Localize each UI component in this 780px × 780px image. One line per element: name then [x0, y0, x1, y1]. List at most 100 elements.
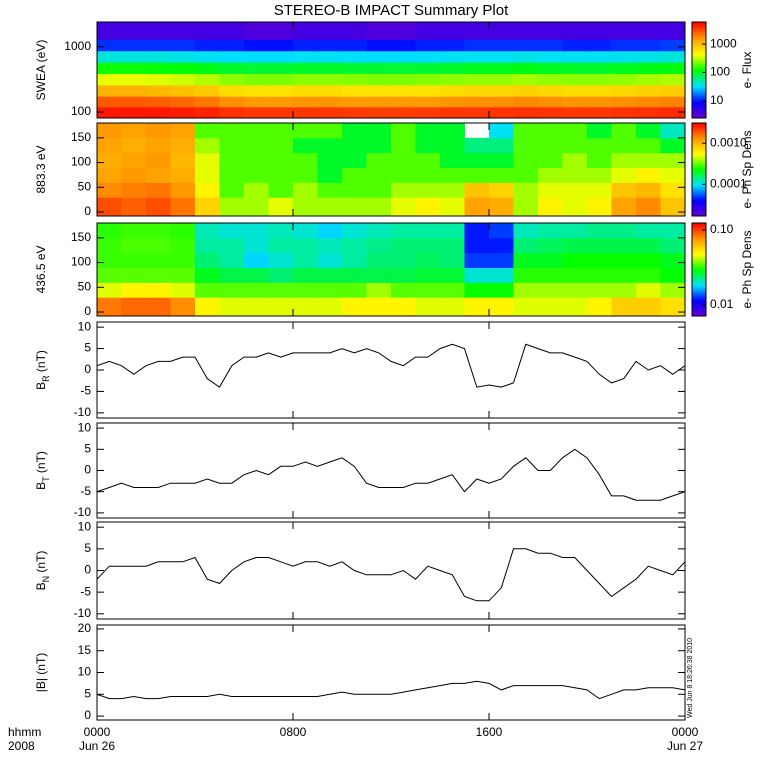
line	[97, 343, 685, 388]
heatmap-cell	[611, 39, 637, 52]
y-tick-label: 0	[84, 362, 91, 376]
heatmap-cell	[611, 123, 637, 139]
colorbar-swatch	[692, 189, 706, 192]
colorbar-swatch	[692, 44, 706, 47]
colorbar-swatch	[692, 106, 706, 109]
heatmap-cell	[366, 223, 392, 239]
colorbar-swatch	[692, 95, 706, 98]
colorbar-swatch	[692, 36, 706, 39]
colorbar-swatch	[692, 57, 706, 60]
heatmap-cell	[97, 22, 122, 40]
heatmap-cell	[268, 50, 294, 63]
colorbar-swatch	[692, 90, 706, 93]
heatmap-cell	[464, 167, 490, 183]
colorbar-swatch	[692, 150, 706, 153]
colorbar-swatch	[692, 223, 706, 226]
heatmap-cell	[293, 84, 318, 97]
colorbar-swatch	[692, 79, 706, 82]
colorbar-swatch	[692, 269, 706, 272]
heatmap-cell	[440, 197, 465, 216]
heatmap-cell	[538, 297, 563, 316]
heatmap-cell	[293, 22, 318, 40]
plot-area	[97, 680, 685, 700]
y-tick-label: 100	[71, 155, 91, 169]
heatmap-cell	[342, 137, 367, 154]
heatmap-cell	[170, 50, 196, 63]
heatmap-cell	[317, 223, 343, 239]
heatmap-cell	[244, 152, 269, 169]
heatmap-cell	[464, 39, 490, 52]
heatmap-cell	[97, 137, 122, 154]
heatmap-cell	[244, 96, 269, 108]
heatmap-cell	[611, 96, 637, 108]
heatmap-cell	[268, 167, 294, 183]
heatmap-cell	[97, 50, 122, 63]
y-label-base: B	[34, 482, 48, 490]
heatmap-cell	[562, 297, 588, 316]
plot-area	[97, 448, 685, 501]
colorbar-swatch	[692, 288, 706, 291]
heatmap-cell	[342, 197, 367, 216]
heatmap-cell	[660, 167, 685, 183]
colorbar-swatch	[692, 198, 706, 201]
heatmap-cell	[489, 152, 514, 169]
heatmap-cell	[366, 73, 392, 86]
heatmap-cell	[121, 123, 147, 139]
heatmap-cell	[636, 282, 661, 298]
heatmap-cell	[440, 137, 465, 154]
colorbar-swatch	[692, 68, 706, 71]
heatmap-cell	[97, 197, 122, 216]
heatmap-cell	[538, 22, 563, 40]
heatmap-cell	[611, 237, 637, 254]
heatmap-cell	[293, 137, 318, 154]
heatmap-cell	[538, 223, 563, 239]
x-tick-label: 0000	[84, 725, 111, 739]
heatmap-cell	[611, 84, 637, 97]
heatmap-cell	[660, 197, 685, 216]
heatmap-cell	[342, 297, 367, 316]
heatmap-cell	[489, 123, 514, 139]
heatmap-cell	[538, 167, 563, 183]
heatmap-cell	[660, 62, 685, 74]
heatmap-cell	[146, 167, 171, 183]
heatmap-cell	[366, 197, 392, 216]
colorbar-swatch	[692, 49, 706, 52]
heatmap-cell	[121, 73, 147, 86]
colorbar-swatch	[692, 147, 706, 150]
heatmap-cell	[489, 252, 514, 269]
heatmap-cell	[513, 152, 539, 169]
line	[97, 448, 685, 501]
heatmap-cell	[415, 267, 441, 283]
heatmap-cell	[366, 96, 392, 108]
heatmap-cell	[440, 96, 465, 108]
heatmap-cell	[121, 282, 147, 298]
colorbar-swatch	[692, 303, 706, 306]
heatmap-cell	[513, 39, 539, 52]
heatmap-cell	[366, 267, 392, 283]
heatmap-cell	[660, 237, 685, 254]
colorbar-swatch	[692, 247, 706, 250]
colorbar-swatch	[692, 258, 706, 261]
colorbar-swatch	[692, 300, 706, 303]
heatmap-cell	[415, 297, 441, 316]
heatmap-cell	[268, 137, 294, 154]
heatmap-cell	[121, 197, 147, 216]
heatmap-cell	[244, 197, 269, 216]
colorbar-swatch	[692, 241, 706, 244]
colorbar-swatch	[692, 177, 706, 180]
heatmap-cell	[268, 267, 294, 283]
heatmap-cell	[636, 137, 661, 154]
heatmap-cell	[391, 123, 416, 139]
heatmap-cell	[170, 167, 196, 183]
heatmap-cell	[219, 22, 245, 40]
colorbar-swatch	[692, 124, 706, 127]
heatmap-cell	[587, 282, 612, 298]
heatmap-cell	[219, 297, 245, 316]
heatmap-cell	[513, 73, 539, 86]
heatmap-cell	[268, 22, 294, 40]
heatmap-cell	[440, 106, 465, 118]
colorbar-swatch	[692, 266, 706, 269]
colorbar-swatch	[692, 264, 706, 267]
colorbar-swatch	[692, 30, 706, 33]
heatmap-cell	[293, 106, 318, 118]
